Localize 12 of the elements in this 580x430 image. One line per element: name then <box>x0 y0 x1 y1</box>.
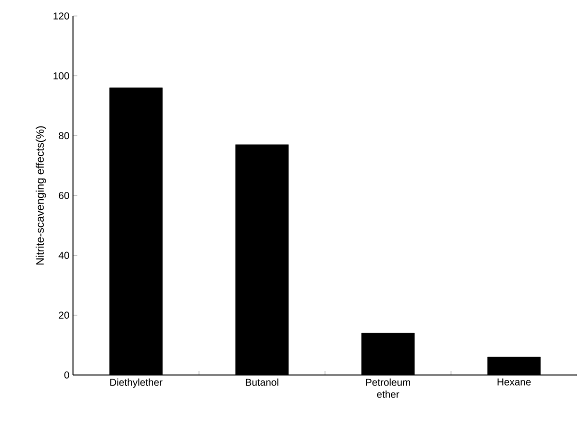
y-tick-label: 40 <box>58 252 70 259</box>
y-tick-label: 80 <box>58 132 70 140</box>
x-tick-label: Butanol <box>246 378 278 386</box>
y-tick-label: 20 <box>58 312 70 319</box>
x-tick-label: Hexane <box>498 378 531 386</box>
x-tick-label: Diethylether <box>110 378 162 388</box>
y-tick-label: 120 <box>54 12 70 20</box>
y-tick-label: 100 <box>54 72 70 80</box>
y-tick-label: 0 <box>64 371 70 379</box>
y-tick-label: 60 <box>58 192 70 200</box>
y-axis-title: Nitrite-scavenging effects(%) <box>36 126 46 265</box>
x-tick-label: Petroleum ether <box>366 378 410 398</box>
